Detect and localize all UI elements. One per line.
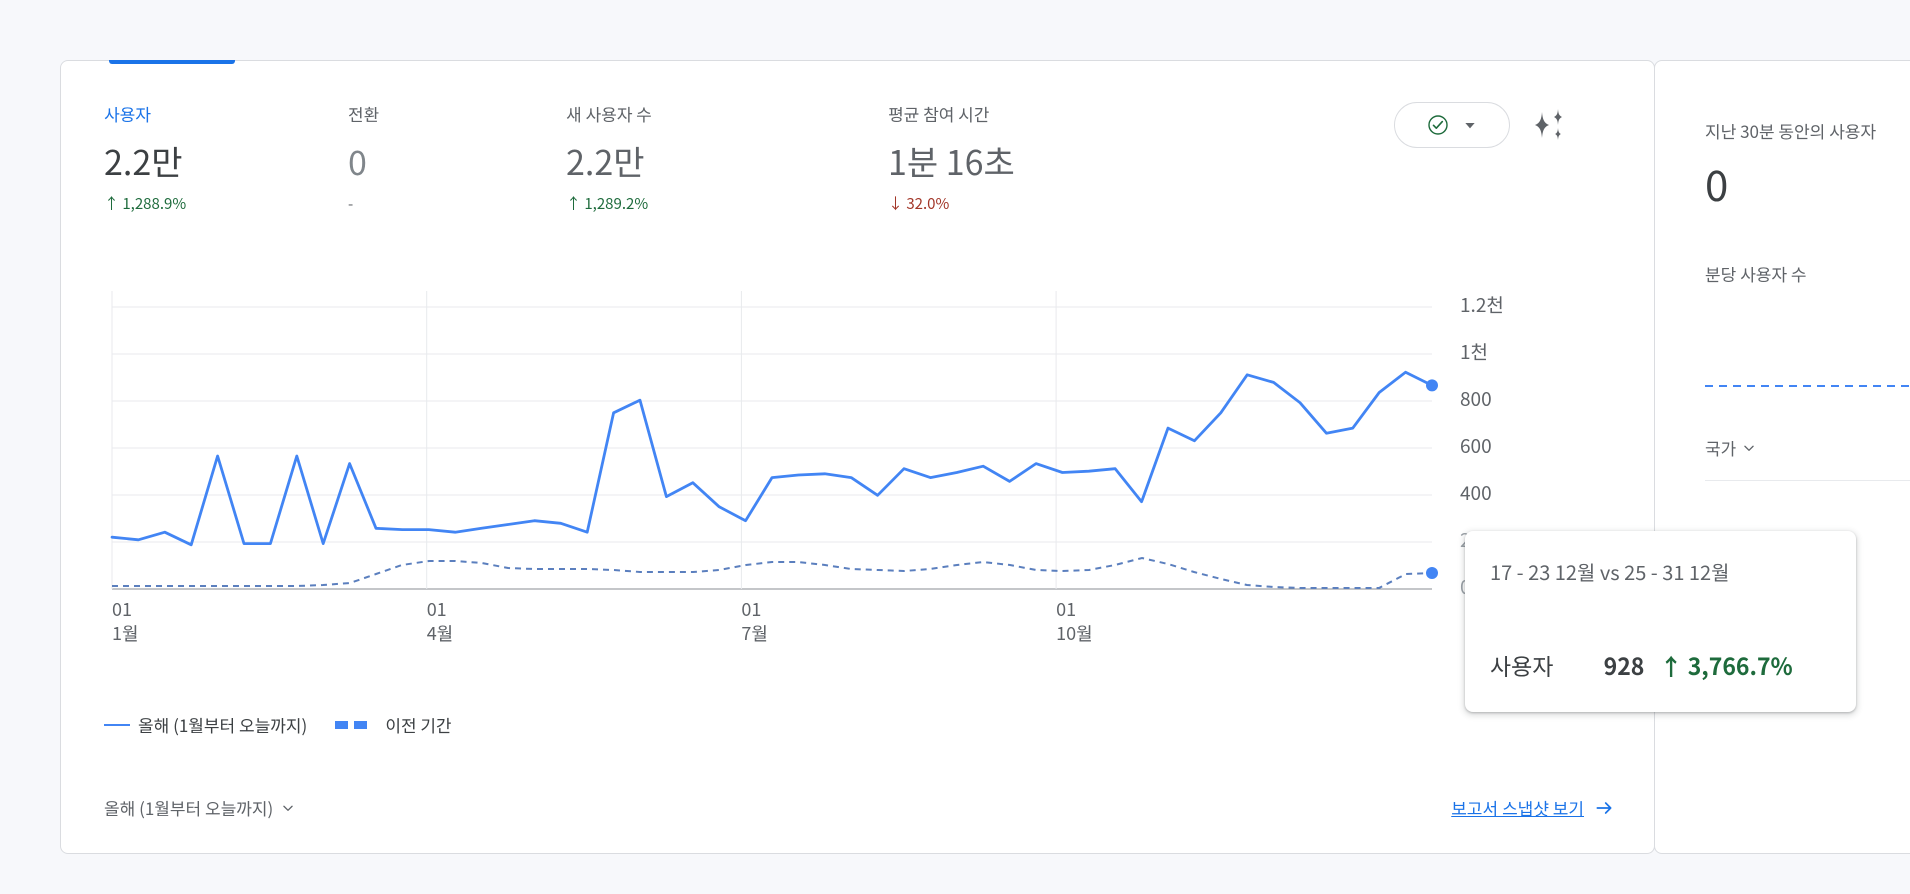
svg-text:800: 800 <box>1460 385 1492 412</box>
svg-text:1천: 1천 <box>1460 338 1488 365</box>
svg-text:400: 400 <box>1460 479 1492 506</box>
svg-text:600: 600 <box>1460 432 1492 459</box>
svg-text:1.2천: 1.2천 <box>1460 291 1504 318</box>
